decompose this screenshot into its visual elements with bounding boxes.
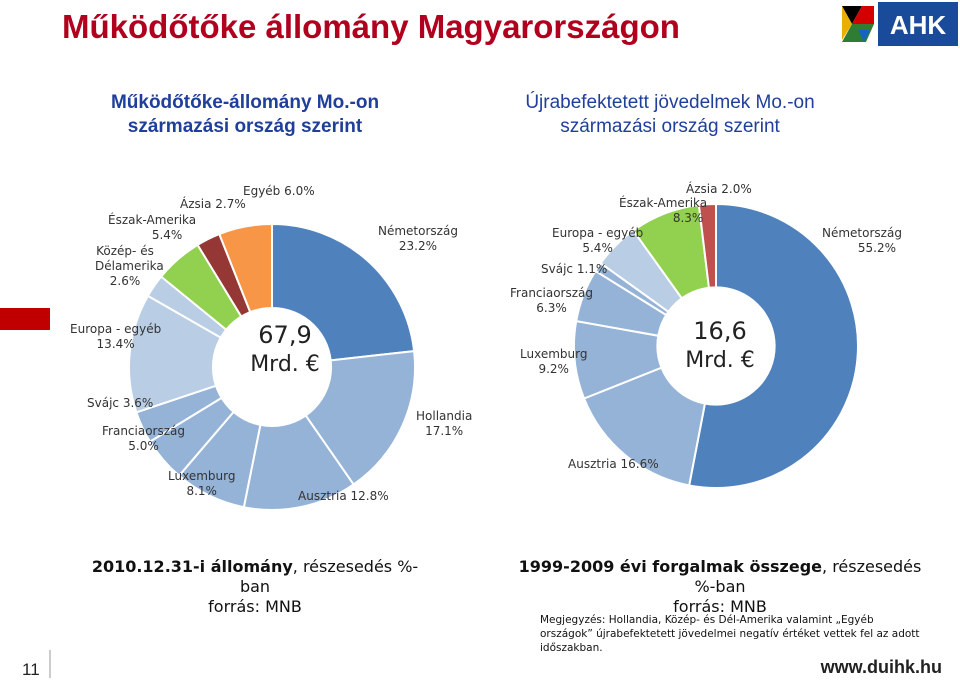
pie-chart-2 <box>573 202 859 489</box>
left-label-svajc: Svájc 3.6% <box>87 396 154 410</box>
right-label-eszak-amerika: Észak-Amerika 8.3% <box>619 196 708 225</box>
left-label-hollandia: Hollandia 17.1% <box>416 409 473 438</box>
pie1-slice-europa-egyéb <box>128 294 275 414</box>
caption-right-rest: , részesedés %-ban <box>694 557 922 596</box>
footer-url: www.duihk.hu <box>820 657 942 677</box>
right-label-azsia: Ázsia 2.0% <box>686 182 752 196</box>
left-label-luxemburg: Luxemburg 8.1% <box>168 469 236 498</box>
footer-divider <box>49 650 51 678</box>
right-label-europa-egyeb: Europa - egyéb 5.4% <box>552 226 644 255</box>
left-label-azsia: Ázsia 2.7% <box>180 197 246 211</box>
right-label-luxemburg: Luxemburg 9.2% <box>520 347 588 376</box>
caption-left-source: forrás: MNB <box>208 597 302 616</box>
page-number: 11 <box>22 660 40 679</box>
right-label-svajc: Svájc 1.1% <box>541 262 608 276</box>
left-label-nemetorszag: Németország 23.2% <box>378 224 458 253</box>
left-label-eszak-amerika: Észak-Amerika 5.4% <box>108 213 197 242</box>
logo-text: AHK <box>890 10 947 40</box>
right-label-franciaorszag: Franciaország 6.3% <box>510 286 594 315</box>
ahk-logo: AHK <box>838 0 958 48</box>
red-accent-block <box>0 308 50 330</box>
left-label-kozep-delamerika: Közép- és Délamerika 2.6% <box>95 244 164 288</box>
slide-title: Működőtőke állomány Magyarországon <box>62 8 680 45</box>
left-total: 67,9 Mrd. € <box>250 321 320 377</box>
right-total: 16,6 Mrd. € <box>685 317 755 373</box>
right-label-ausztria: Ausztria 16.6% <box>568 457 659 471</box>
caption-right: 1999-2009 évi forgalmak összege, részese… <box>510 557 930 617</box>
left-label-ausztria: Ausztria 12.8% <box>298 489 389 503</box>
subtitle-right: Újrabefektetett jövedelmek Mo.-on szárma… <box>525 92 815 137</box>
left-label-franciaorszag: Franciaország 5.0% <box>102 424 186 453</box>
pie-chart-1 <box>128 222 416 511</box>
subtitle-left: Működőtőke-állomány Mo.-on származási or… <box>110 92 380 137</box>
caption-left-rest: , részesedés %-ban <box>239 557 419 596</box>
left-label-egyeb: Egyéb 6.0% <box>243 184 315 198</box>
caption-left: 2010.12.31-i állomány, részesedés %-ban … <box>80 557 430 617</box>
caption-left-bold: 2010.12.31-i állomány <box>91 557 293 576</box>
right-label-nemetorszag: Németország 55.2% <box>822 226 902 255</box>
pie2-center <box>656 286 776 406</box>
pie1-center <box>211 306 333 428</box>
caption-right-bold: 1999-2009 évi forgalmak összege <box>518 557 823 576</box>
footnote: Megjegyzés: Hollandia, Közép- és Dél-Ame… <box>540 614 920 654</box>
left-label-europa-egyeb: Europa - egyéb 13.4% <box>70 322 162 351</box>
caption-right-source: forrás: MNB <box>673 597 767 616</box>
